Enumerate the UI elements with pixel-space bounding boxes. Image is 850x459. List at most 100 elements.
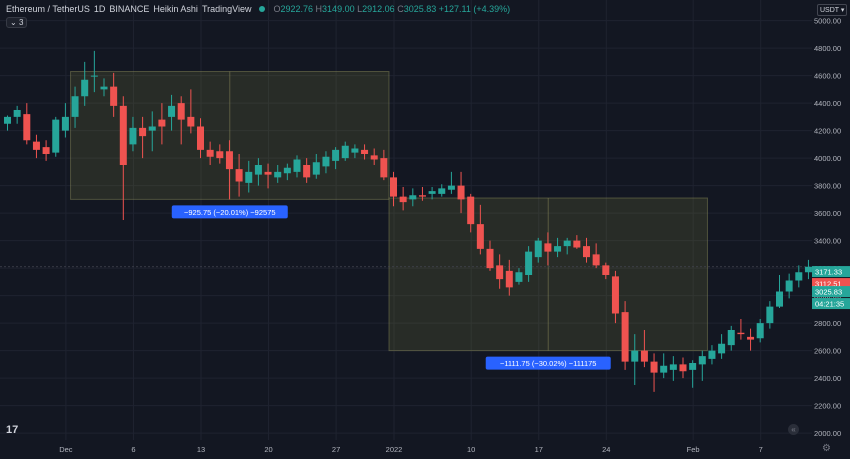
interval[interactable]: 1D xyxy=(93,4,106,14)
candle-body xyxy=(737,332,745,335)
candle-body xyxy=(592,254,600,266)
price-tick-label: 4800.00 xyxy=(814,44,841,53)
price-tick-label: 2800.00 xyxy=(814,319,841,328)
market-status-icon xyxy=(259,6,266,12)
candle-body xyxy=(351,148,359,153)
candle-body xyxy=(129,127,137,145)
candle-body xyxy=(216,151,224,159)
candle-body xyxy=(61,116,69,131)
price-tick-label: 4400.00 xyxy=(814,99,841,108)
candle-body xyxy=(515,272,523,282)
candle-body xyxy=(380,158,388,178)
candle-body xyxy=(611,276,619,314)
price-label: 3171.33 xyxy=(815,268,842,277)
time-tick-label: 7 xyxy=(759,445,763,454)
time-tick-label: 13 xyxy=(197,445,205,454)
candle-body xyxy=(476,224,484,249)
candle-body xyxy=(544,243,552,252)
price-label-box xyxy=(812,278,850,290)
candle-body xyxy=(245,171,253,183)
candle-body xyxy=(631,350,639,362)
candle-body xyxy=(583,246,590,258)
candle-body xyxy=(225,151,233,170)
candle-body xyxy=(168,105,176,117)
time-tick-label: 24 xyxy=(602,445,610,454)
candle-body xyxy=(505,270,513,288)
candle-body xyxy=(602,265,610,275)
candle-body xyxy=(139,127,147,137)
price-tick-label: 4000.00 xyxy=(814,154,841,163)
price-tick-label: 2400.00 xyxy=(814,374,841,383)
candle-body xyxy=(496,265,504,280)
price-tick-label: 5000.00 xyxy=(814,17,841,26)
candle-body xyxy=(660,365,668,373)
time-tick-label: 17 xyxy=(535,445,543,454)
currency-selector[interactable]: USDT ▾ xyxy=(817,4,848,16)
candle-body xyxy=(119,105,127,165)
candle-body xyxy=(274,171,282,178)
price-tick-label: 3400.00 xyxy=(814,237,841,246)
candle-body xyxy=(447,185,455,190)
candle-body xyxy=(418,195,426,197)
scroll-to-realtime-button[interactable]: « xyxy=(788,424,799,435)
candle-body xyxy=(554,246,562,252)
candle-body xyxy=(13,110,21,117)
candle-body xyxy=(235,169,243,182)
price-chart[interactable]: −925.75 (−20.01%) −92575 −1111.75 (−30.02… xyxy=(0,0,812,440)
candle-body xyxy=(52,119,60,153)
ohlc-values: O2922.76 H3149.00 L2912.06 C3025.83 +127… xyxy=(273,4,511,14)
candle-body xyxy=(563,240,571,247)
candle-body xyxy=(718,343,726,354)
time-tick-label: Feb xyxy=(687,445,700,454)
price-tick-label: 2200.00 xyxy=(814,402,841,411)
candle-body xyxy=(640,350,648,362)
candle-body xyxy=(71,96,79,117)
candle-body xyxy=(747,336,755,340)
candle-body xyxy=(293,159,301,172)
symbol-name[interactable]: Ethereum / TetherUS xyxy=(6,4,90,14)
candle-body xyxy=(390,177,397,197)
price-tick-label: 3800.00 xyxy=(814,182,841,191)
candle-body xyxy=(312,162,320,175)
chart-type: Heikin Ashi xyxy=(153,4,198,14)
price-tick-label: 2600.00 xyxy=(814,347,841,356)
candle-body xyxy=(100,86,108,90)
candle-body xyxy=(264,171,272,175)
candle-body xyxy=(283,167,291,174)
time-tick-label: Dec xyxy=(59,445,73,454)
range-label: −925.75 (−20.01%) −92575 xyxy=(184,208,276,217)
time-axis[interactable]: Dec 6 13 20 27 2022 10 17 24 Feb 7 xyxy=(0,440,812,459)
time-tick-label: 2022 xyxy=(386,445,403,454)
candle-body xyxy=(727,330,735,346)
tradingview-logo-icon: 17 xyxy=(6,424,19,436)
candle-body xyxy=(756,323,764,339)
candle-body xyxy=(698,356,706,365)
candle-body xyxy=(766,306,774,324)
candle-body xyxy=(669,364,677,370)
gear-icon[interactable]: ⚙ xyxy=(822,443,831,454)
price-axis[interactable]: 5000.00 4800.00 4600.00 4400.00 4200.00 4000.… xyxy=(812,0,850,440)
candle-body xyxy=(197,126,204,150)
candle-body xyxy=(409,195,417,200)
candle-body xyxy=(332,149,340,161)
candle-body xyxy=(650,361,658,373)
candle-body xyxy=(361,149,369,154)
change-value: +127.11 (+4.39%) xyxy=(438,4,511,14)
candle-body xyxy=(81,79,89,97)
range-label: −1111.75 (−30.02%) −111175 xyxy=(500,359,597,368)
legend-header: Ethereum / TetherUS 1D BINANCE Heikin As… xyxy=(6,4,510,14)
candle-body xyxy=(795,272,803,281)
range-label-box xyxy=(171,205,288,219)
candle-body xyxy=(438,188,446,194)
candle-body xyxy=(785,280,793,292)
candle-body xyxy=(187,116,195,127)
indicator-toggle-button[interactable]: ⌄ 3 xyxy=(6,17,28,28)
candle-body xyxy=(428,191,436,194)
price-tick-label: 3600.00 xyxy=(814,209,841,218)
exchange: BINANCE xyxy=(109,4,150,14)
candle-body xyxy=(303,165,311,178)
candle-body xyxy=(90,75,98,77)
candle-body xyxy=(148,126,156,131)
candle-body xyxy=(177,103,185,120)
candle-body xyxy=(254,165,262,175)
